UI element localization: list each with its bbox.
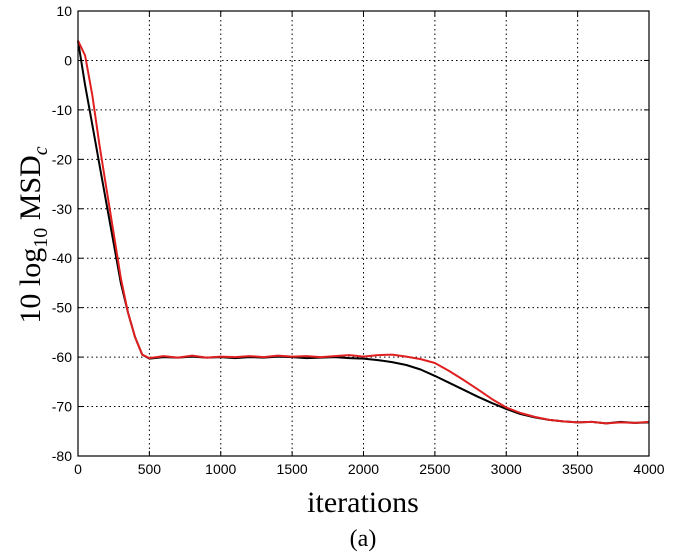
y-axis-label-prefix: 10 log (14, 248, 47, 324)
x-tick-label: 4000 (633, 461, 664, 477)
x-axis-label: iterations (307, 486, 419, 519)
y-axis-label-main: MSD (14, 155, 47, 228)
y-tick-label: -70 (52, 399, 72, 415)
x-tick-label: 500 (138, 461, 162, 477)
y-axis-label-log-subscript: 10 (30, 228, 52, 248)
y-tick-label: -20 (52, 151, 72, 167)
y-tick-label: 10 (56, 3, 72, 19)
x-tick-label: 2500 (419, 461, 450, 477)
y-axis-label: 10 log10 MSDc (14, 146, 52, 323)
y-axis-label-subscript: c (30, 146, 52, 155)
x-tick-label: 0 (74, 461, 82, 477)
tick-labels: 0 500 1000 1500 2000 2500 3000 3500 4000 10 0 -10 -2… (52, 3, 665, 477)
figure-caption: (a) (350, 526, 377, 552)
y-tick-label: 0 (64, 52, 72, 68)
x-tick-label: 1000 (205, 461, 236, 477)
y-tick-label: -10 (52, 102, 72, 118)
x-tick-label: 3500 (562, 461, 593, 477)
y-tick-label: -40 (52, 250, 72, 266)
x-tick-label: 1500 (277, 461, 308, 477)
y-tick-label: -30 (52, 201, 72, 217)
x-tick-label: 2000 (348, 461, 379, 477)
grid-lines (78, 11, 649, 456)
y-tick-label: -80 (52, 448, 72, 464)
y-tick-label: -60 (52, 349, 72, 365)
x-tick-label: 3000 (491, 461, 522, 477)
y-tick-label: -50 (52, 300, 72, 316)
